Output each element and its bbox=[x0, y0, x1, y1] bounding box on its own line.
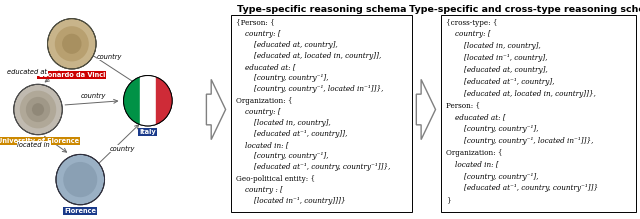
Text: University of Florence: University of Florence bbox=[0, 138, 79, 144]
Text: {Person: {: {Person: { bbox=[236, 19, 275, 27]
Text: country: [: country: [ bbox=[236, 30, 280, 38]
Text: [educated at⁻¹, country, country⁻¹]]},: [educated at⁻¹, country, country⁻¹]]}, bbox=[236, 163, 390, 171]
FancyArrow shape bbox=[206, 79, 226, 140]
Text: Organization: {: Organization: { bbox=[445, 149, 502, 157]
Bar bbox=[156, 76, 172, 126]
Text: country: country bbox=[97, 54, 122, 60]
Text: Florence: Florence bbox=[64, 208, 96, 214]
Text: {cross-type: {: {cross-type: { bbox=[445, 19, 497, 27]
Text: Type-specific and cross-type reasoning schemas: Type-specific and cross-type reasoning s… bbox=[410, 5, 640, 14]
Text: country: country bbox=[80, 93, 106, 99]
Text: [country, country⁻¹],: [country, country⁻¹], bbox=[445, 173, 538, 180]
Text: [country, country⁻¹, located in⁻¹]]},: [country, country⁻¹, located in⁻¹]]}, bbox=[445, 137, 593, 145]
Text: [located in⁻¹, country]]]}: [located in⁻¹, country]]]} bbox=[236, 197, 346, 205]
Text: Person: {: Person: { bbox=[445, 101, 480, 110]
Text: educated at: [: educated at: [ bbox=[445, 113, 506, 121]
Circle shape bbox=[26, 97, 50, 122]
Text: [educated at⁻¹, country],: [educated at⁻¹, country], bbox=[445, 78, 554, 86]
Text: [country, country⁻¹, located in⁻¹]]},: [country, country⁻¹, located in⁻¹]]}, bbox=[236, 85, 383, 94]
FancyBboxPatch shape bbox=[231, 15, 412, 212]
Text: Type-specific reasoning schema: Type-specific reasoning schema bbox=[237, 5, 406, 14]
Text: country: [: country: [ bbox=[445, 30, 490, 39]
Text: [country, country⁻¹],: [country, country⁻¹], bbox=[236, 74, 328, 82]
Circle shape bbox=[32, 103, 44, 116]
Circle shape bbox=[124, 76, 172, 126]
Text: [located in⁻¹, country],: [located in⁻¹, country], bbox=[445, 54, 547, 62]
Circle shape bbox=[63, 162, 97, 197]
Text: [educated at, located in, country]]},: [educated at, located in, country]]}, bbox=[445, 90, 595, 98]
Text: }: } bbox=[445, 196, 451, 204]
Text: [educated at, country],: [educated at, country], bbox=[445, 66, 547, 74]
FancyBboxPatch shape bbox=[440, 15, 636, 212]
Text: country : [: country : [ bbox=[236, 186, 283, 194]
Text: Organization: {: Organization: { bbox=[236, 97, 292, 105]
Text: [educated at, country],: [educated at, country], bbox=[236, 41, 337, 49]
Text: country: country bbox=[110, 146, 135, 152]
Circle shape bbox=[20, 91, 56, 128]
Text: [located in, country],: [located in, country], bbox=[445, 42, 540, 50]
Text: educated at: [: educated at: [ bbox=[236, 63, 296, 71]
Text: Italy: Italy bbox=[140, 129, 156, 135]
Text: [educated at, located in, country]],: [educated at, located in, country]], bbox=[236, 52, 381, 60]
Text: located in: located in bbox=[17, 141, 50, 148]
Circle shape bbox=[56, 154, 104, 205]
Circle shape bbox=[47, 19, 96, 69]
Text: educated at: educated at bbox=[8, 69, 47, 75]
Circle shape bbox=[62, 34, 81, 54]
Text: [country, country⁻¹],: [country, country⁻¹], bbox=[445, 125, 538, 133]
Circle shape bbox=[55, 26, 89, 61]
Bar bbox=[124, 76, 140, 126]
Circle shape bbox=[13, 84, 62, 135]
Text: [located in, country],: [located in, country], bbox=[236, 119, 330, 127]
Bar bbox=[140, 76, 156, 126]
Text: [country, country⁻¹],: [country, country⁻¹], bbox=[236, 152, 328, 160]
Text: Geo-political entity: {: Geo-political entity: { bbox=[236, 175, 315, 183]
FancyArrow shape bbox=[417, 79, 436, 140]
Text: [educated at⁻¹, country]],: [educated at⁻¹, country]], bbox=[236, 130, 347, 138]
Text: located in: [: located in: [ bbox=[236, 141, 289, 149]
Text: [educated at⁻¹, country, country⁻¹]]}: [educated at⁻¹, country, country⁻¹]]} bbox=[445, 184, 598, 192]
Text: country: [: country: [ bbox=[236, 108, 280, 116]
Text: Leonardo da Vinci: Leonardo da Vinci bbox=[38, 72, 105, 78]
Text: located in: [: located in: [ bbox=[445, 161, 499, 169]
